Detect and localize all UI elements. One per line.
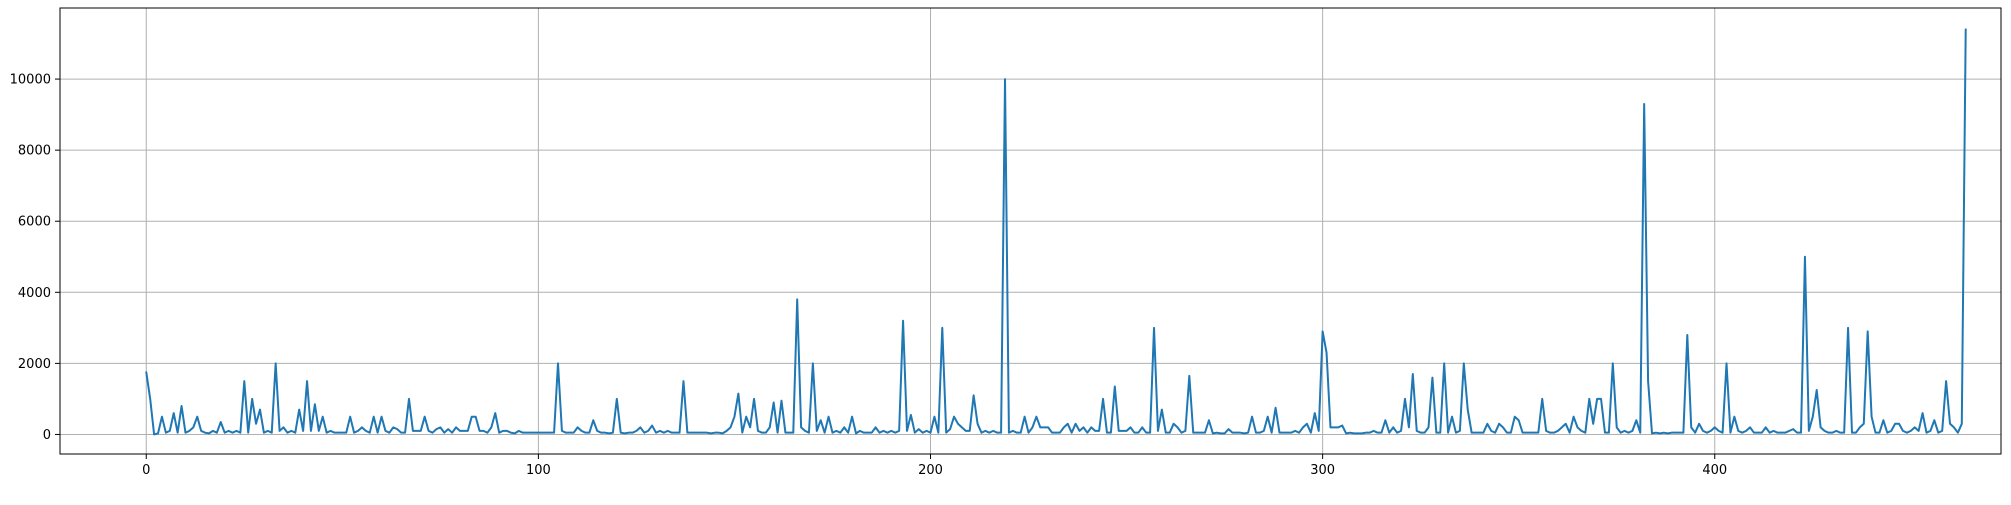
- y-tick-label: 8000: [18, 144, 51, 159]
- x-tick-label: 300: [1310, 463, 1335, 478]
- series-line-0: [145, 28, 1967, 436]
- y-tick-label: 6000: [18, 215, 51, 230]
- series-lines: [145, 28, 1967, 436]
- y-tick-label: 4000: [18, 286, 51, 301]
- y-tick-label: 2000: [18, 357, 51, 372]
- x-tick-label: 400: [1702, 463, 1727, 478]
- x-tick-label: 0: [142, 463, 150, 478]
- grid-lines: [60, 8, 2001, 454]
- y-tick-label: 0: [43, 428, 51, 443]
- x-tick-label: 100: [526, 463, 551, 478]
- y-tick-label: 10000: [10, 73, 51, 88]
- x-tick-label: 200: [918, 463, 943, 478]
- plot-area-frame: [59, 7, 2002, 455]
